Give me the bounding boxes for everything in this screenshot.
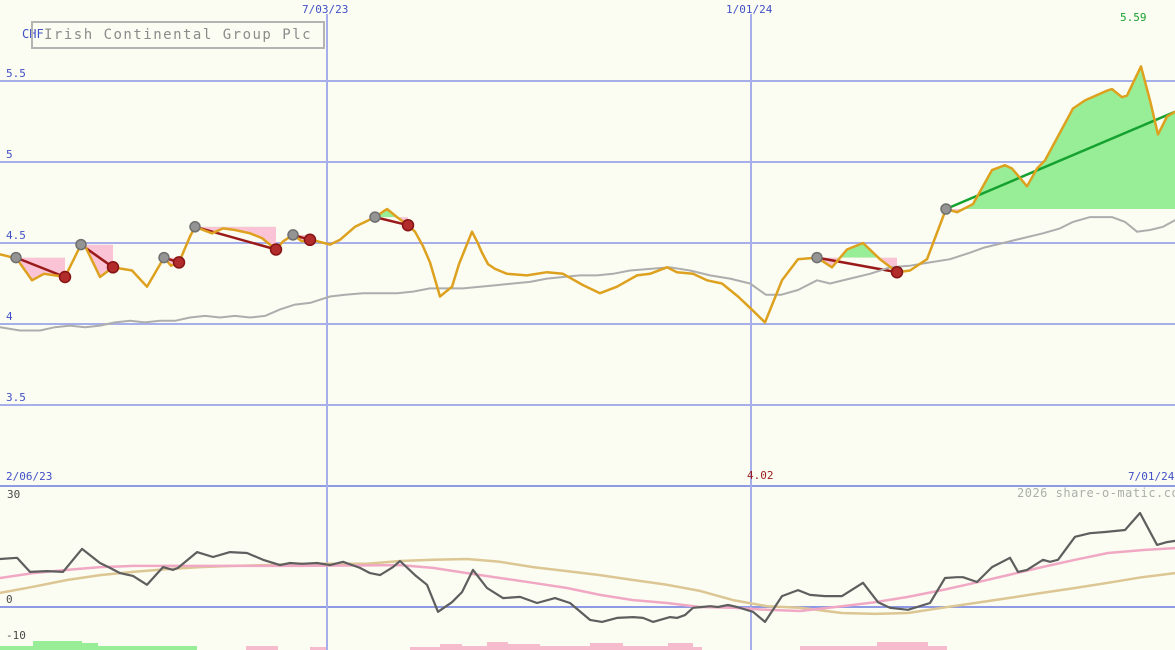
low-price-label: 4.02 bbox=[747, 469, 774, 482]
segment-start-dot bbox=[287, 229, 299, 241]
moving-average-line bbox=[0, 216, 1175, 332]
price-tick-4-5: 4.5 bbox=[6, 229, 26, 242]
histogram-bar-pink bbox=[590, 643, 623, 650]
price-tick-5: 5 bbox=[6, 148, 13, 161]
histogram-bar-pink bbox=[462, 646, 487, 650]
price-tick-4: 4 bbox=[6, 310, 13, 323]
segment-end-dot bbox=[303, 233, 317, 247]
histogram-bar-green bbox=[98, 646, 197, 650]
downtrend-line bbox=[194, 225, 277, 251]
segment-end-dot bbox=[172, 256, 186, 269]
indicator-slow-line bbox=[0, 557, 1175, 616]
indicator-tick-neg10: -10 bbox=[6, 629, 26, 642]
uptrend-line bbox=[945, 110, 1175, 211]
instrument-title-box: Irish Continental Group Plc bbox=[31, 21, 326, 49]
histogram-bar-pink bbox=[668, 643, 693, 650]
histogram-bar-pink bbox=[410, 647, 440, 650]
histogram-bar-green bbox=[33, 641, 82, 650]
watermark: 2026 share-o-matic.com bbox=[1017, 486, 1175, 500]
histogram-bar-pink bbox=[800, 646, 877, 650]
bottom-date-right: 7/01/24 bbox=[1128, 470, 1175, 483]
segment-start-dot bbox=[189, 221, 201, 233]
segment-end-dot bbox=[401, 218, 415, 232]
histogram-bar-pink bbox=[693, 647, 702, 650]
segment-start-dot bbox=[940, 203, 952, 215]
indicator-fast-line bbox=[0, 546, 1175, 613]
price-tick-3-5: 3.5 bbox=[6, 391, 26, 404]
histogram-bar-pink bbox=[487, 642, 508, 650]
instrument-title: Irish Continental Group Plc bbox=[44, 27, 313, 43]
indicator-main-line bbox=[0, 511, 1175, 624]
histogram-bar-pink bbox=[246, 646, 278, 650]
bottom-date-left: 2/06/23 bbox=[6, 470, 53, 483]
segment-end-dot bbox=[269, 243, 283, 256]
segment-end-dot bbox=[106, 261, 120, 274]
downtrend-line bbox=[15, 256, 66, 279]
trend-fill-below bbox=[195, 226, 276, 250]
top-date-label-1: 7/03/23 bbox=[302, 3, 349, 16]
segment-end-dot bbox=[890, 265, 904, 279]
segment-start-dot bbox=[369, 211, 381, 223]
trend-fill-above bbox=[946, 66, 1175, 209]
trend-fill-above bbox=[817, 243, 897, 258]
histogram-bar-pink bbox=[310, 647, 326, 650]
histogram-bar-pink bbox=[440, 644, 462, 650]
segment-start-dot bbox=[811, 251, 823, 264]
price-tick-5-5: 5.5 bbox=[6, 67, 26, 80]
price-line bbox=[0, 65, 1175, 324]
histogram-bar-pink bbox=[540, 646, 562, 650]
indicator-tick-30: 30 bbox=[7, 488, 21, 501]
segment-start-dot bbox=[10, 251, 22, 264]
histogram-bar-pink bbox=[928, 646, 947, 650]
histogram-bar-pink bbox=[508, 644, 540, 650]
segment-start-dot bbox=[75, 238, 87, 251]
histogram-bar-green bbox=[0, 646, 33, 650]
peak-price-label: 5.59 bbox=[1120, 11, 1147, 24]
histogram-bar-pink bbox=[623, 646, 668, 650]
histogram-bar-pink bbox=[562, 646, 590, 650]
top-date-label-2: 1/01/24 bbox=[726, 3, 773, 16]
histogram-bar-pink bbox=[877, 642, 928, 650]
segment-end-dot bbox=[58, 270, 72, 284]
histogram-bar-green bbox=[82, 643, 98, 650]
indicator-tick-0: 0 bbox=[6, 593, 13, 606]
segment-start-dot bbox=[158, 251, 170, 264]
